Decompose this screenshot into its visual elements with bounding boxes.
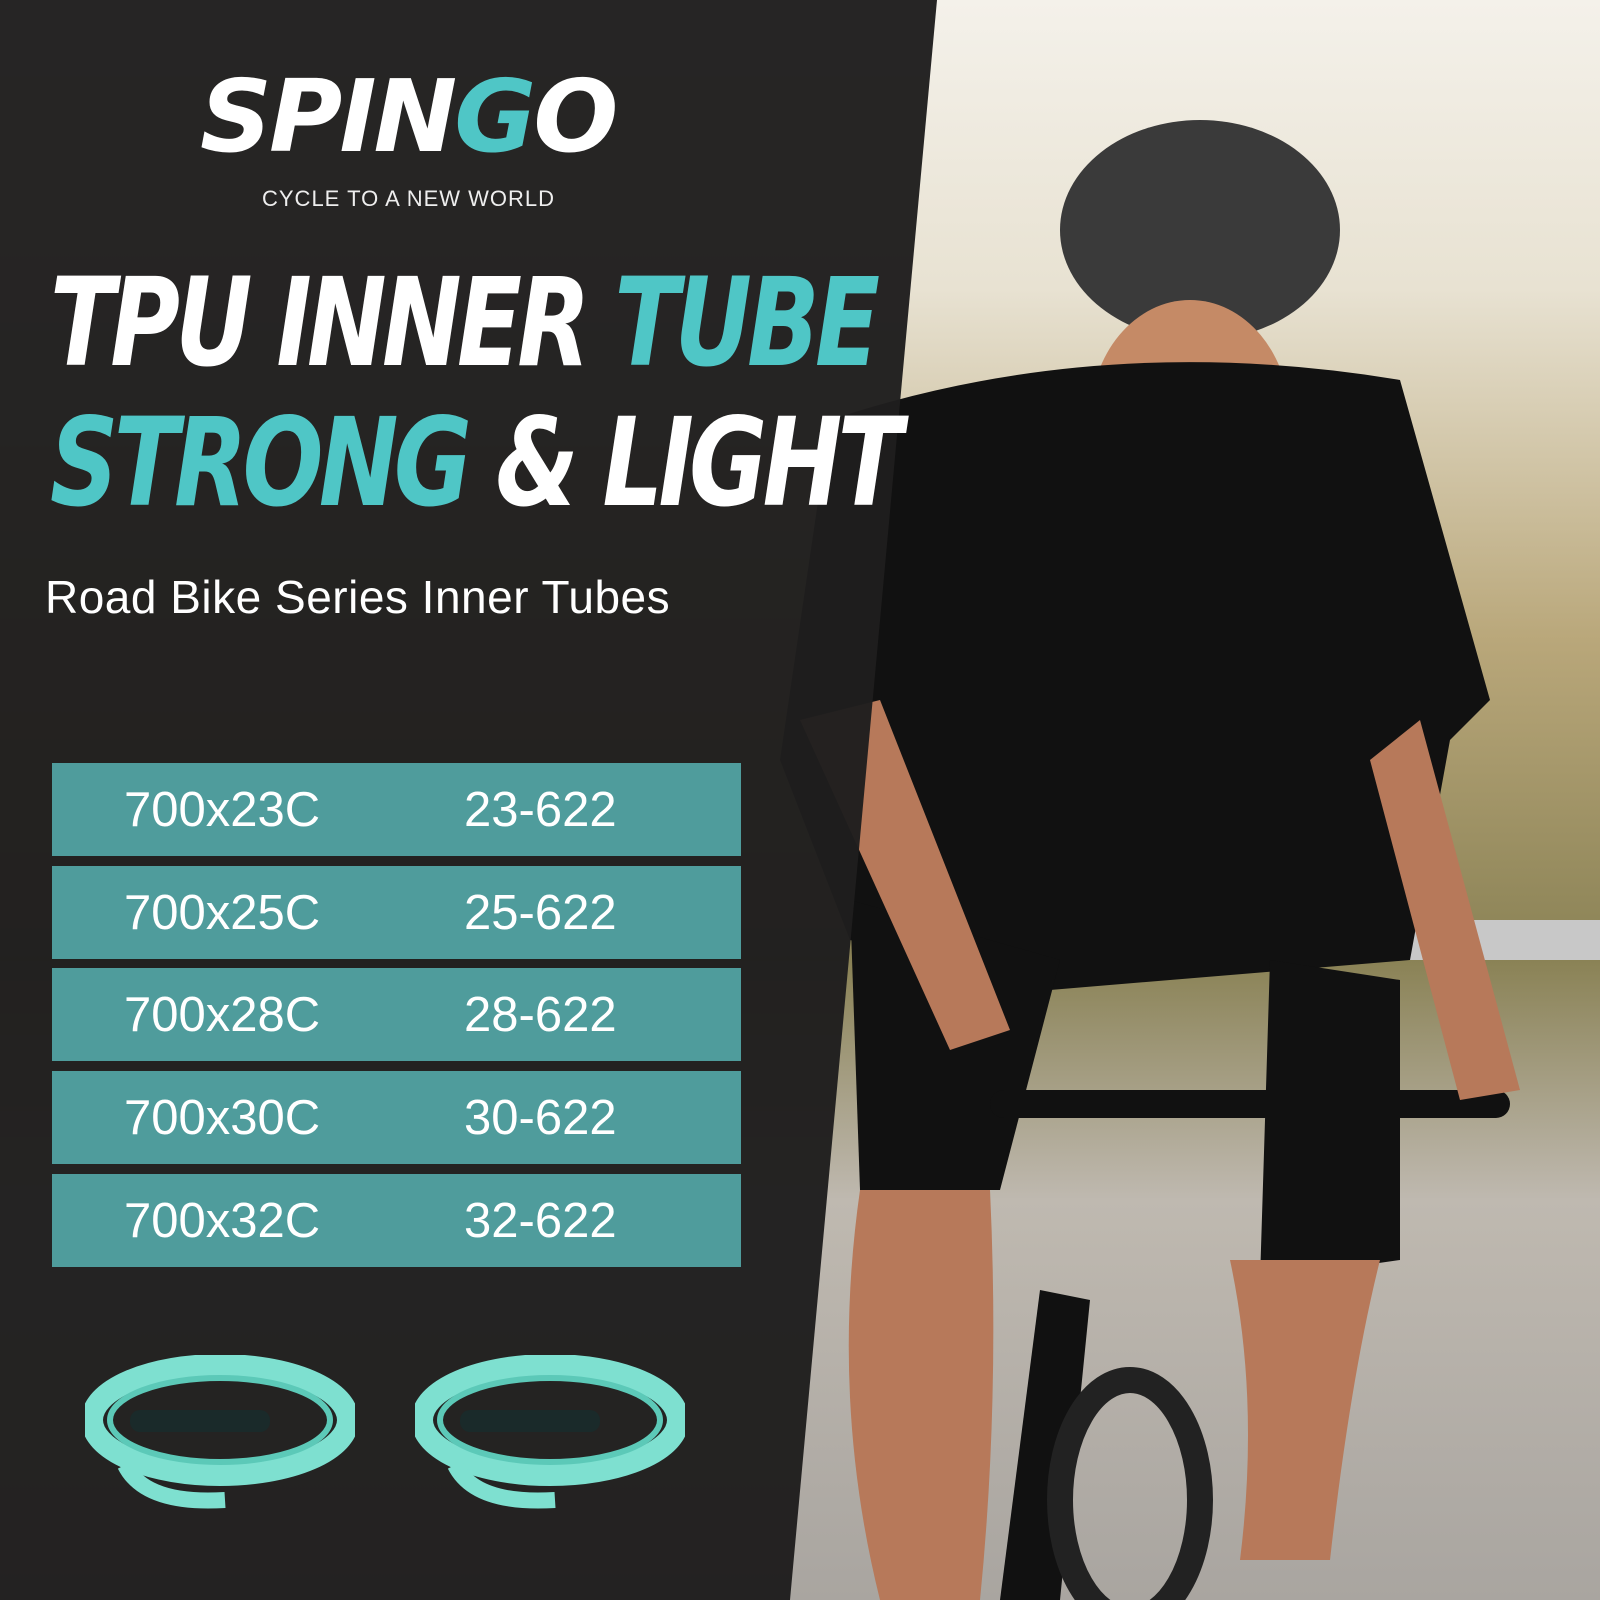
tire-size: 700x30C <box>124 1091 321 1145</box>
etrto-size: 32-622 <box>464 1194 617 1248</box>
brand-logo: SPINGO <box>200 62 640 174</box>
handlebar <box>990 1090 1510 1118</box>
size-row: 700x25C 25-622 <box>52 866 741 959</box>
etrto-size: 30-622 <box>464 1091 617 1145</box>
inner-tube-image <box>415 1355 685 1509</box>
valve-stem <box>460 1410 600 1432</box>
size-row: 700x30C 30-622 <box>52 1071 741 1164</box>
brand-tagline: CYCLE TO A NEW WORLD <box>262 186 556 211</box>
inner-tube-image <box>85 1355 355 1509</box>
etrto-size: 28-622 <box>464 988 617 1042</box>
tire-size: 700x32C <box>124 1194 321 1248</box>
headline-text: TPU INNER <box>50 252 615 394</box>
etrto-size: 23-622 <box>464 783 617 837</box>
valve-stem <box>130 1410 270 1432</box>
headline-accent-text: STRONG <box>50 392 472 534</box>
subtitle: Road Bike Series Inner Tubes <box>45 571 671 623</box>
headline-accent-text: TUBE <box>614 252 880 394</box>
headline-line-1: TPU INNER TUBE <box>50 262 880 384</box>
tire-size: 700x28C <box>124 988 321 1042</box>
tire-size: 700x25C <box>124 886 321 940</box>
size-row: 700x28C 28-622 <box>52 968 741 1061</box>
tire-size: 700x23C <box>124 783 321 837</box>
helmet <box>1060 120 1340 340</box>
size-row: 700x23C 23-622 <box>52 763 741 856</box>
headline-text: & LIGHT <box>467 392 903 534</box>
etrto-size: 25-622 <box>464 886 617 940</box>
size-row: 700x32C 32-622 <box>52 1174 741 1267</box>
logo-wordmark: SPINGO <box>200 58 618 175</box>
headline-line-2: STRONG & LIGHT <box>50 402 902 524</box>
